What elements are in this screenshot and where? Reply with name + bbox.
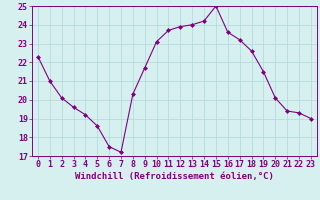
X-axis label: Windchill (Refroidissement éolien,°C): Windchill (Refroidissement éolien,°C) (75, 172, 274, 181)
